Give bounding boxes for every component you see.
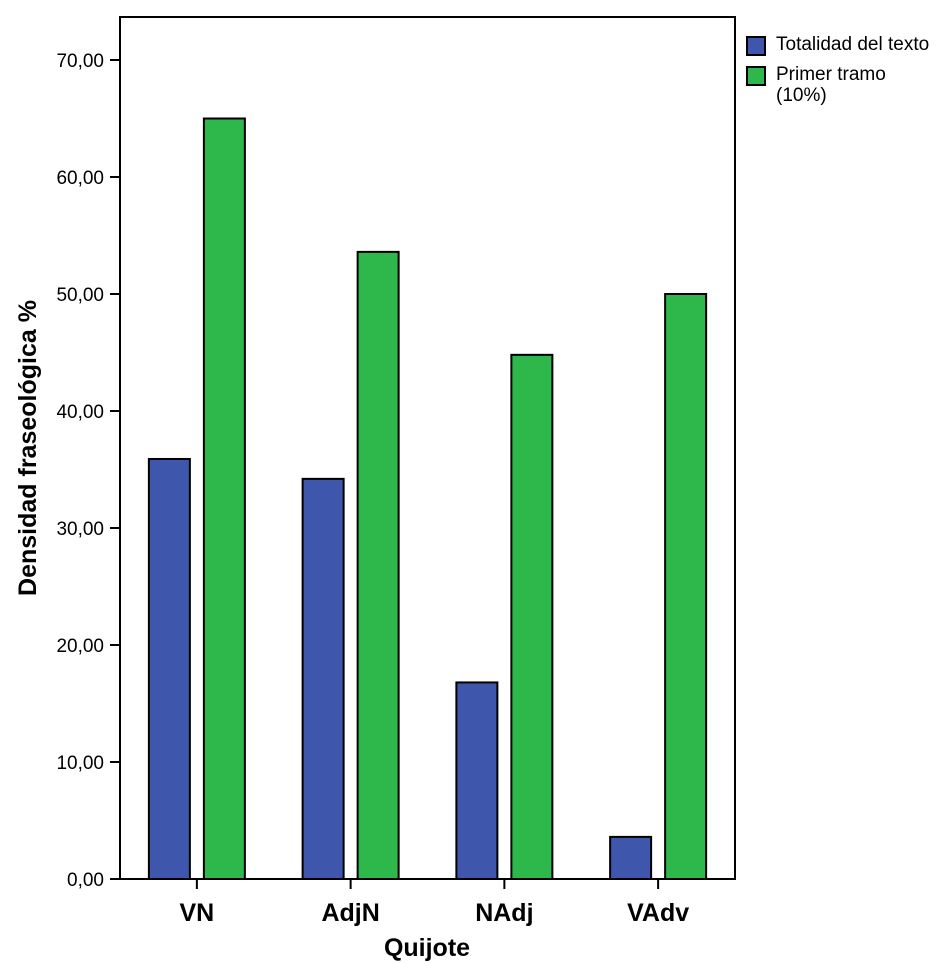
legend-item-primer-tramo: Primer tramo (10%) — [746, 64, 950, 106]
y-tick-label: 50,00 — [56, 285, 104, 306]
legend-label-primer-tramo: Primer tramo (10%) — [776, 64, 886, 106]
y-axis: 0,00 10,00 20,00 30,00 40,00 50,00 60,00 70,00 — [56, 51, 120, 891]
x-tick-label: AdjN — [321, 899, 379, 927]
legend-swatch-totalidad — [746, 36, 766, 56]
bar-vn-series-1 — [202, 117, 246, 880]
x-tick-label: NAdj — [475, 899, 533, 927]
y-axis-title: Densidad fraseológica % — [14, 300, 42, 596]
bar-vn-series-0 — [147, 457, 191, 880]
legend-item-totalidad: Totalidad del texto — [746, 34, 950, 56]
y-tick-label: 0,00 — [67, 870, 104, 891]
legend-swatch-primer-tramo — [746, 66, 766, 86]
y-tick-label: 10,00 — [56, 753, 104, 774]
y-tick-label: 60,00 — [56, 168, 104, 189]
bar-vadv-series-1 — [664, 293, 708, 880]
x-axis-title: Quijote — [384, 934, 470, 962]
y-tick-label: 70,00 — [56, 51, 104, 72]
x-tick-label: VN — [180, 899, 215, 927]
bar-adjn-series-1 — [356, 250, 400, 880]
x-tick-label: VAdv — [627, 899, 689, 927]
bar-nadj-series-0 — [455, 681, 499, 880]
bars-group — [147, 117, 708, 881]
bar-nadj-series-1 — [510, 353, 554, 880]
y-tick-label: 40,00 — [56, 402, 104, 423]
legend: Totalidad del texto Primer tramo (10%) — [746, 34, 950, 114]
y-tick-label: 30,00 — [56, 519, 104, 540]
bar-adjn-series-0 — [301, 477, 345, 880]
y-tick-label: 20,00 — [56, 636, 104, 657]
legend-label-totalidad: Totalidad del texto — [776, 34, 930, 55]
bar-vadv-series-0 — [609, 835, 653, 881]
x-axis: VN AdjN NAdj VAdv — [180, 879, 689, 927]
